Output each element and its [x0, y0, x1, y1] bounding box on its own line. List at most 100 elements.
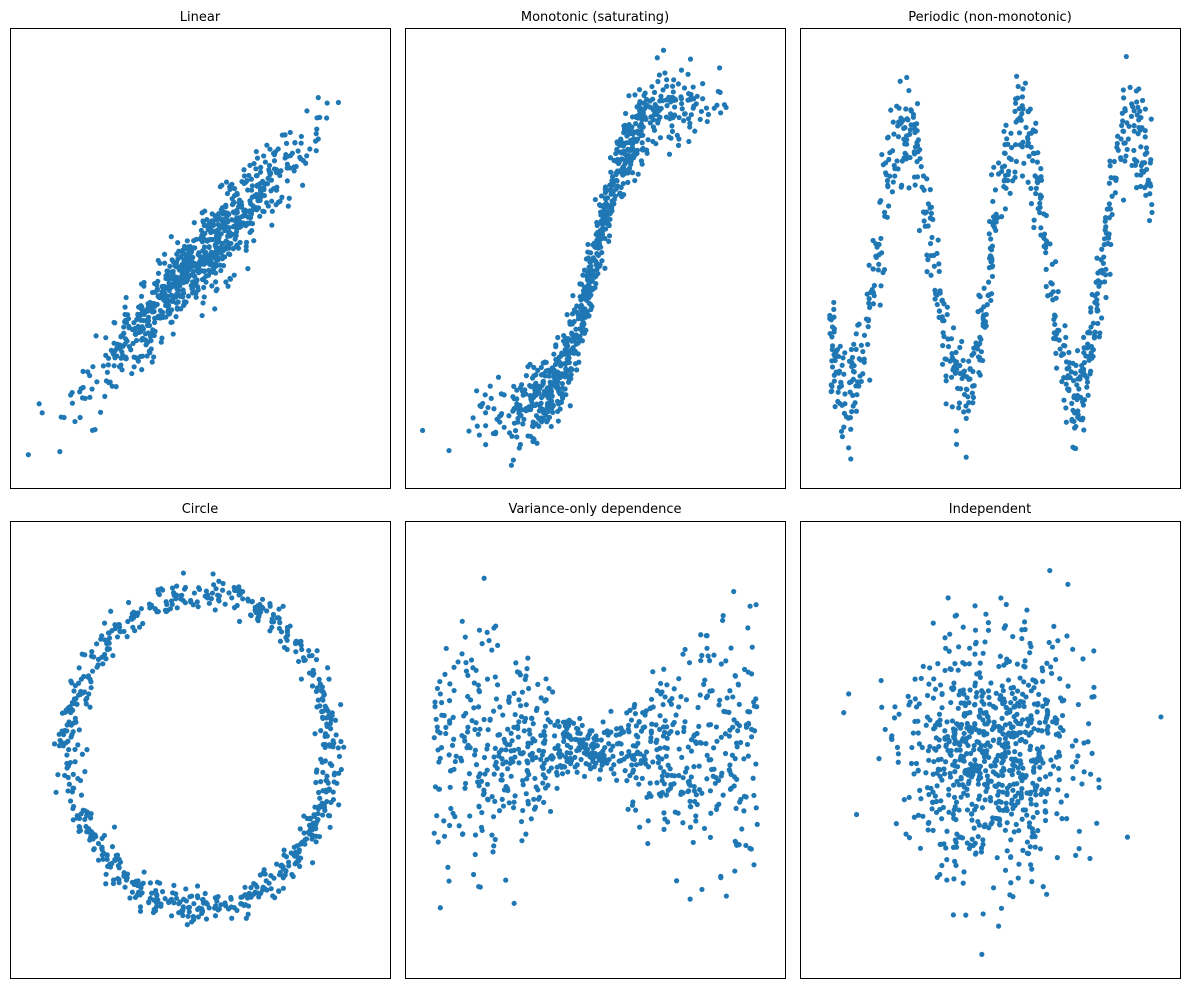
scatter-point: [929, 806, 935, 812]
scatter-point: [341, 744, 347, 750]
scatter-point: [626, 93, 632, 99]
scatter-point: [332, 770, 338, 776]
scatter-point: [489, 794, 495, 800]
scatter-point: [858, 342, 864, 348]
scatter-point: [1102, 215, 1109, 221]
scatter-point: [252, 607, 258, 613]
scatter-point: [995, 723, 1001, 730]
scatter-point: [1014, 688, 1021, 694]
scatter-point: [594, 250, 600, 257]
scatter-point: [551, 351, 557, 357]
scatter-point: [660, 733, 667, 739]
scatter-point: [1076, 828, 1082, 834]
scatter-point: [973, 694, 979, 700]
scatter-point: [956, 644, 962, 650]
scatter-point: [653, 722, 659, 728]
scatter-point: [253, 148, 259, 155]
scatter-point: [749, 644, 755, 650]
scatter-point: [645, 840, 651, 847]
scatter-point: [218, 207, 224, 213]
scatter-point: [623, 151, 629, 157]
scatter-point: [741, 793, 748, 799]
scatter-point: [685, 744, 691, 750]
scatter-point: [215, 221, 221, 228]
scatter-point: [1119, 110, 1125, 116]
scatter-point: [580, 319, 586, 325]
scatter-point: [328, 717, 334, 723]
scatter-point: [210, 252, 216, 258]
scatter-point: [213, 270, 219, 276]
scatter-point: [914, 174, 921, 180]
scatter-point: [201, 222, 207, 229]
scatter-point: [290, 873, 296, 880]
scatter-point: [71, 688, 77, 694]
scatter-point: [1140, 169, 1147, 175]
scatter-point: [316, 833, 323, 840]
scatter-point: [1010, 805, 1016, 812]
scatter-point: [237, 239, 243, 246]
scatter-point: [1075, 701, 1081, 708]
scatter-point: [961, 372, 967, 378]
scatter-point: [608, 766, 614, 772]
scatter-point: [501, 424, 507, 430]
scatter-point: [946, 737, 952, 744]
scatter-point: [650, 759, 656, 765]
scatter-point: [592, 743, 598, 749]
scatter-point: [546, 395, 552, 402]
scatter-point: [201, 253, 208, 260]
scatter-point: [636, 719, 642, 725]
scatter-point: [520, 392, 526, 398]
scatter-point: [1006, 168, 1012, 174]
scatter-point: [636, 87, 643, 93]
scatter-point: [561, 332, 567, 339]
scatter-point: [832, 357, 838, 364]
scatter-point: [841, 371, 847, 377]
scatter-point: [545, 782, 551, 788]
scatter-point: [1048, 757, 1054, 763]
scatter-point: [927, 215, 934, 221]
scatter-point: [682, 646, 688, 653]
scatter-point: [643, 96, 650, 103]
scatter-point: [630, 799, 636, 805]
scatter-point: [573, 341, 579, 347]
scatter-point: [465, 672, 471, 679]
scatter-point: [138, 293, 145, 299]
scatter-point: [981, 758, 988, 765]
scatter-point: [687, 124, 693, 130]
scatter-point: [224, 219, 231, 225]
scatter-point: [1052, 321, 1058, 328]
scatter-point: [964, 840, 970, 846]
scatter-point: [123, 294, 129, 301]
scatter-point: [1039, 665, 1045, 671]
scatter-point: [954, 764, 961, 770]
scatter-point: [676, 772, 682, 779]
scatter-point: [666, 151, 673, 157]
scatter-point: [987, 701, 993, 707]
scatter-point: [1066, 360, 1073, 366]
scatter-point: [865, 324, 871, 330]
scatter-point: [1081, 350, 1087, 356]
scatter-point: [472, 752, 478, 758]
scatter-point: [1024, 839, 1031, 845]
scatter-point: [979, 698, 985, 705]
scatter-point: [226, 211, 232, 217]
scatter-point: [196, 267, 203, 273]
scatter-point: [940, 343, 946, 349]
scatter-point: [60, 732, 67, 738]
scatter-point: [446, 447, 452, 454]
scatter-point: [1134, 99, 1140, 105]
scatter-point: [522, 676, 528, 683]
scatter-point: [1128, 113, 1135, 119]
scatter-point: [1057, 346, 1063, 352]
scatter-point: [521, 416, 527, 422]
scatter-point: [975, 781, 981, 787]
scatter-point: [524, 758, 530, 764]
scatter-point: [946, 809, 952, 815]
scatter-point: [982, 721, 988, 727]
scatter-point: [570, 350, 576, 356]
scatter-point: [995, 792, 1001, 798]
scatter-point: [86, 691, 92, 697]
scatter-point: [1055, 638, 1061, 644]
scatter-point: [608, 708, 614, 714]
scatter-point: [680, 775, 686, 781]
